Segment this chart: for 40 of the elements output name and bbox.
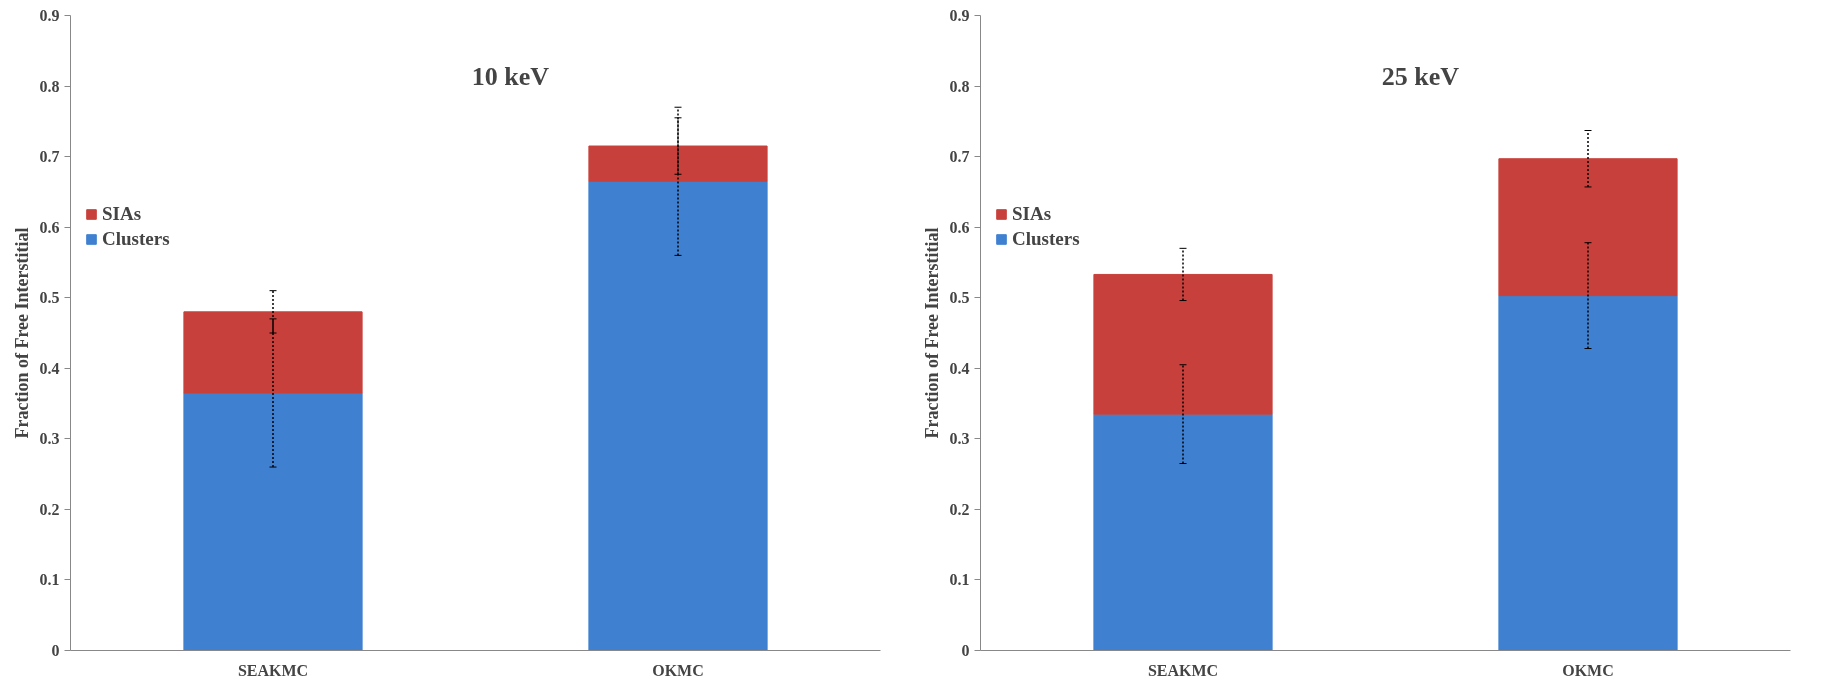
y-tick-label: 0.2: [39, 500, 60, 518]
y-tick-label: 0.2: [949, 500, 970, 518]
y-tick-label: 0.7: [39, 148, 60, 166]
y-tick-label: 0: [51, 642, 60, 659]
y-tick-label: 0.3: [949, 430, 970, 448]
y-tick-label: 0.9: [39, 7, 60, 24]
x-tick-label: SEAKMC: [237, 661, 309, 679]
y-tick-label: 0: [961, 642, 970, 659]
y-tick-label: 0.5: [39, 289, 60, 307]
legend-label: SIAs: [102, 203, 142, 225]
y-tick-label: 0.9: [949, 7, 970, 24]
legend-label: Clusters: [1012, 228, 1080, 250]
legend-label: SIAs: [1012, 203, 1052, 225]
bar: [1093, 413, 1273, 651]
text: 25 keV: [1381, 61, 1460, 91]
bar: [588, 145, 768, 182]
y-tick-label: 0.4: [949, 359, 970, 377]
x-tick-label: OKMC: [1562, 661, 1614, 679]
y-tick-label: 0.7: [949, 148, 970, 166]
y-tick-label: 0.1: [39, 571, 60, 589]
y-tick-label: 0.8: [949, 77, 970, 95]
y-tick-label: 0.6: [39, 218, 60, 236]
x-tick-label: OKMC: [652, 661, 704, 679]
x-tick-label: SEAKMC: [1147, 661, 1219, 679]
bar: [1498, 158, 1678, 297]
y-tick-label: 0.5: [949, 289, 970, 307]
legend-label: Clusters: [102, 228, 170, 250]
bar: [588, 180, 768, 651]
text: 10 keV: [471, 61, 550, 91]
bar: [1093, 273, 1273, 415]
y-axis-title: Fraction of Free Interstitial: [921, 227, 942, 439]
bar: [183, 311, 363, 394]
y-tick-label: 0.3: [39, 430, 60, 448]
y-tick-label: 0.8: [39, 77, 60, 95]
y-tick-label: 0.4: [39, 359, 60, 377]
y-axis-title: Fraction of Free Interstitial: [11, 227, 32, 439]
y-tick-label: 0.1: [949, 571, 970, 589]
bar: [183, 392, 363, 651]
y-tick-label: 0.6: [949, 218, 970, 236]
bar: [1498, 295, 1678, 651]
